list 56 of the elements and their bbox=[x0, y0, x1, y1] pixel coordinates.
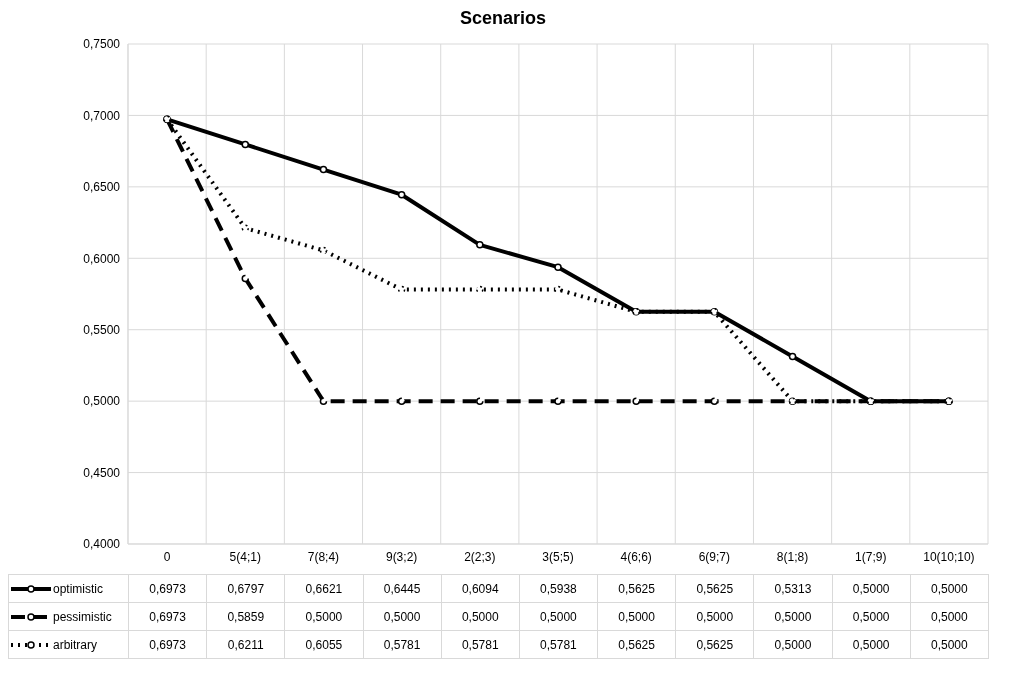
data-label: 0,5625 bbox=[597, 574, 676, 603]
y-tick-label: 0,4500 bbox=[83, 465, 121, 480]
x-tick-label: 2(2;3) bbox=[464, 549, 496, 564]
data-label: 0,5000 bbox=[284, 602, 364, 631]
x-tick-label: 4(6;6) bbox=[620, 549, 652, 564]
legend-label: pessimistic bbox=[53, 609, 112, 624]
data-label: 0,5625 bbox=[597, 630, 676, 659]
data-label: 0,5781 bbox=[441, 630, 520, 659]
data-label: 0,5000 bbox=[832, 574, 911, 603]
x-tick-label: 3(5;5) bbox=[542, 549, 574, 564]
data-label: 0,6797 bbox=[206, 574, 285, 603]
x-tick-label: 6(9;7) bbox=[698, 549, 731, 564]
data-label: 0,6973 bbox=[128, 630, 207, 659]
legend-label: optimistic bbox=[53, 581, 104, 596]
data-label: 0,5000 bbox=[832, 630, 911, 659]
x-tick-label: 7(8;4) bbox=[307, 549, 340, 564]
data-label: 0,5781 bbox=[363, 630, 442, 659]
data-label: 0,5000 bbox=[441, 602, 520, 631]
data-label: 0,5000 bbox=[753, 602, 833, 631]
x-tick-label: 1(7;9) bbox=[855, 549, 887, 564]
data-label: 0,5000 bbox=[363, 602, 442, 631]
y-tick-label: 0,5500 bbox=[83, 322, 121, 337]
data-label: 0,6973 bbox=[128, 602, 207, 631]
x-tick-label: 5(4;1) bbox=[229, 549, 261, 564]
x-tick-label: 9(3;2) bbox=[385, 549, 418, 564]
data-label: 0,5000 bbox=[597, 602, 676, 631]
data-label: 0,6445 bbox=[363, 574, 442, 603]
data-label: 0,5000 bbox=[519, 602, 598, 631]
y-tick-label: 0,6500 bbox=[83, 180, 121, 195]
data-label: 0,5000 bbox=[910, 574, 989, 603]
data-label: 0,5625 bbox=[675, 630, 754, 659]
x-tick-label: 8(1;8) bbox=[776, 549, 809, 564]
x-tick-label: 10(10;10) bbox=[923, 549, 975, 564]
data-label: 0,6211 bbox=[206, 630, 285, 659]
data-label: 0,5625 bbox=[675, 574, 754, 603]
data-label: 0,5000 bbox=[753, 630, 833, 659]
data-label: 0,5000 bbox=[910, 602, 989, 631]
y-tick-label: 0,7500 bbox=[83, 37, 121, 52]
data-label: 0,5859 bbox=[206, 602, 285, 631]
data-label: 0,5000 bbox=[910, 630, 989, 659]
x-tick-label: 0 bbox=[163, 549, 171, 564]
data-label: 0,5781 bbox=[519, 630, 598, 659]
data-label: 0,6973 bbox=[128, 574, 207, 603]
data-label: 0,6055 bbox=[284, 630, 364, 659]
y-tick-label: 0,7000 bbox=[83, 108, 121, 123]
data-label: 0,5000 bbox=[832, 602, 911, 631]
data-label: 0,5938 bbox=[519, 574, 598, 603]
y-tick-label: 0,5000 bbox=[83, 394, 121, 409]
data-label: 0,5000 bbox=[675, 602, 754, 631]
legend-label: arbitrary bbox=[53, 637, 98, 652]
data-label: 0,5313 bbox=[753, 574, 833, 603]
data-label: 0,6094 bbox=[441, 574, 520, 603]
data-label: 0,6621 bbox=[284, 574, 364, 603]
y-tick-label: 0,6000 bbox=[83, 251, 121, 266]
chart-title: Scenarios bbox=[458, 8, 547, 30]
y-tick-label: 0,4000 bbox=[83, 537, 121, 552]
